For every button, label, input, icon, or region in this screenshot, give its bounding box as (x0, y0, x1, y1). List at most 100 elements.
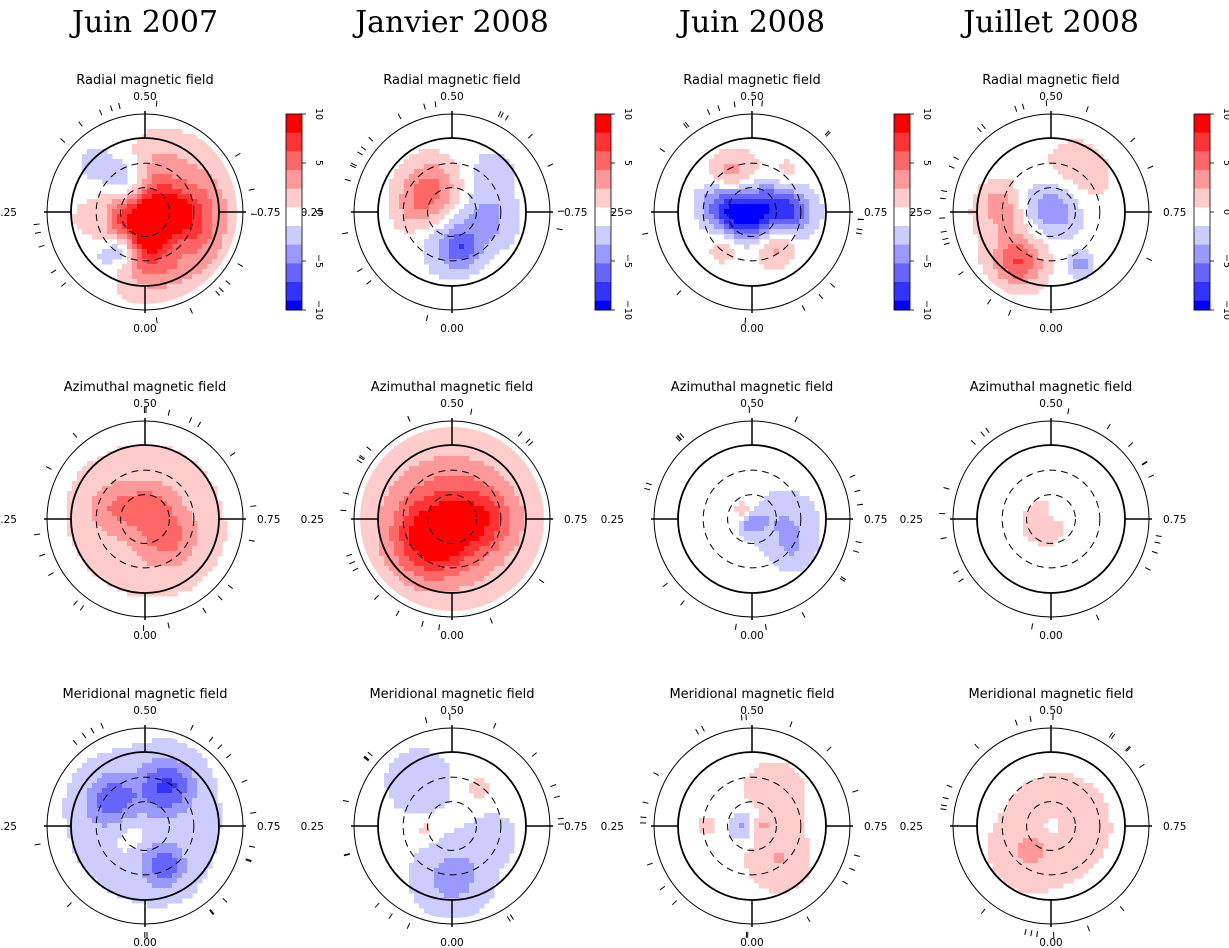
phase-tick (517, 431, 523, 437)
latitude-circle (702, 162, 802, 262)
colorbar-swatch (595, 207, 611, 218)
phase-label-left: 0.25 (301, 821, 324, 833)
phase-label-bottom: 0.00 (440, 630, 463, 642)
latitude-circle (1026, 187, 1076, 237)
phase-tick (940, 230, 947, 233)
phase-label-left: 0.25 (900, 821, 923, 833)
phase-tick (79, 605, 85, 611)
phase-tick (644, 487, 651, 491)
colorbar-swatch (595, 179, 611, 190)
colorbar-tick-label: 10 (622, 108, 633, 120)
colorbar-swatch (595, 254, 611, 264)
colorbar-swatch (1194, 114, 1210, 124)
phase-tick (424, 717, 428, 724)
map-panel: Meridional magnetic field 0.50 0.00 0.25 0.7… (601, 687, 888, 948)
latitude-circle (727, 494, 777, 544)
phase-label-left: 0.25 (900, 514, 923, 526)
phase-tick (525, 438, 531, 444)
colorbar-tick-label: 5 (622, 160, 633, 166)
column-title: Juin 2008 (676, 5, 825, 40)
phase-label-bottom: 0.00 (440, 323, 463, 335)
colorbar-swatch (1194, 179, 1210, 190)
colorbar-swatch (1194, 300, 1210, 311)
phase-tick (818, 293, 824, 300)
colorbar-tick-label: 0 (313, 209, 324, 215)
phase-tick (706, 109, 711, 115)
colorbar-swatch (286, 291, 302, 302)
colorbar-swatch (894, 216, 910, 227)
colorbar-tick-label: 10 (1221, 108, 1229, 120)
phase-label-right: 0.75 (257, 514, 280, 526)
phase-tick (343, 853, 350, 856)
phase-label-top: 0.50 (133, 91, 156, 103)
phase-tick (856, 228, 863, 231)
map-panel: Meridional magnetic field 0.50 0.00 0.25 0.7… (301, 687, 588, 948)
phase-tick (554, 795, 561, 799)
phase-tick (1095, 614, 1100, 621)
phase-tick (1106, 423, 1111, 430)
colorbar-tick-label: 5 (921, 160, 932, 166)
colorbar-swatch (1194, 170, 1210, 180)
phase-tick (1021, 103, 1025, 110)
phase-tick (350, 164, 356, 169)
field-map (384, 748, 515, 918)
phase-tick (826, 746, 832, 752)
phase-tick (374, 902, 380, 908)
phase-tick (342, 232, 349, 235)
phase-tick (662, 582, 668, 588)
colorbar: 10 5 0 −5 −10 (594, 108, 633, 320)
column-title: Juillet 2008 (960, 5, 1139, 40)
phase-label-bottom: 0.00 (133, 937, 156, 948)
colorbar-swatch (286, 188, 302, 199)
phase-tick (343, 853, 350, 857)
phase-tick (1014, 719, 1018, 726)
latitude-circle (1026, 801, 1076, 851)
phase-tick (357, 151, 363, 156)
phase-tick (538, 578, 545, 584)
phase-tick (250, 505, 257, 507)
latitude-circle (95, 469, 195, 569)
phase-tick (801, 305, 806, 311)
phase-tick (90, 727, 95, 734)
phase-tick (489, 617, 493, 624)
phase-tick (981, 123, 986, 130)
colorbar-tick-label: 0 (1221, 209, 1229, 215)
phase-tick (676, 290, 682, 296)
phase-tick (367, 751, 373, 757)
colorbar-swatch (286, 123, 302, 134)
colorbar-swatch (286, 216, 302, 227)
phase-tick (940, 804, 947, 807)
panel-title: Radial magnetic field (383, 73, 520, 88)
phase-tick (940, 189, 948, 193)
colorbar-swatch (894, 263, 910, 274)
phase-tick (789, 721, 793, 728)
panel-title: Azimuthal magnetic field (371, 380, 533, 395)
colorbar-swatch (595, 142, 611, 152)
phase-tick (1024, 928, 1027, 936)
colorbar: 10 5 0 −5 −10 (893, 108, 932, 320)
colorbar-tick-label: −5 (622, 254, 633, 268)
colorbar-swatch (1194, 151, 1210, 162)
colorbar-tick-label: 0 (921, 209, 932, 215)
phase-label-right: 0.75 (564, 821, 587, 833)
phase-tick (1146, 257, 1153, 262)
field-map (988, 773, 1114, 894)
phase-tick (970, 440, 976, 445)
phase-tick (1014, 105, 1018, 112)
panel-title: Radial magnetic field (683, 73, 820, 88)
phase-tick (434, 101, 437, 108)
colorbar-swatch (286, 282, 302, 292)
colorbar-swatch (595, 188, 611, 199)
phase-tick (38, 244, 45, 248)
latitude-circle (727, 801, 777, 851)
phase-label-left: 0.25 (301, 514, 324, 526)
latitude-circle (427, 801, 477, 851)
phase-tick (943, 486, 950, 490)
phase-tick (245, 858, 252, 862)
phase-tick (684, 121, 690, 128)
map-panel: Azimuthal magnetic field 0.50 0.00 0.25 0.75 (900, 380, 1187, 642)
phase-tick (946, 784, 953, 788)
phase-tick (855, 232, 862, 235)
phase-tick (73, 600, 78, 606)
